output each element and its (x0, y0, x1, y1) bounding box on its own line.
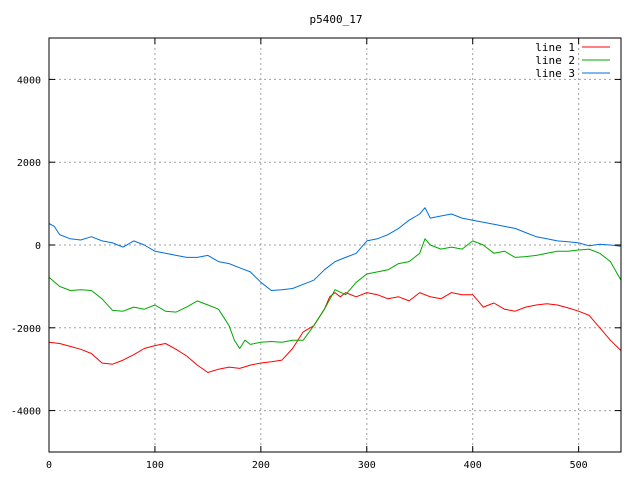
series-line-1 (48, 292, 622, 373)
x-tick-label: 0 (46, 460, 52, 471)
x-tick-label: 300 (358, 460, 376, 471)
legend-label-1: line 1 (535, 41, 575, 54)
x-tick-label: 500 (570, 460, 588, 471)
x-tick-label: 100 (146, 460, 164, 471)
chart-title: p5400_17 (310, 13, 363, 26)
y-tick-label: 2000 (17, 158, 41, 169)
y-tick-label: -4000 (11, 407, 41, 418)
legend-label-3: line 3 (535, 67, 575, 80)
series-line-2 (48, 238, 622, 349)
x-tick-label: 200 (252, 460, 270, 471)
legend-label-2: line 2 (535, 54, 575, 67)
series-group (48, 207, 622, 373)
ticks: 0 100 200 300 400 500 -4000 -2000 0 2000 4000 (11, 38, 621, 471)
x-tick-label: 400 (464, 460, 482, 471)
y-tick-label: -2000 (11, 324, 41, 335)
grid (49, 38, 621, 452)
y-tick-label: 4000 (17, 75, 41, 86)
series-line-3 (48, 207, 622, 291)
y-tick-label: 0 (35, 241, 41, 252)
